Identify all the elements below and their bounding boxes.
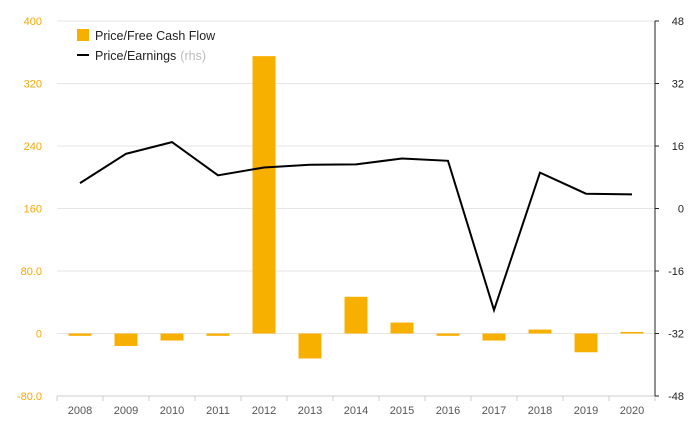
y-left-tick-label: 400: [24, 16, 42, 28]
y-right-tick-label: 32: [672, 79, 684, 91]
line-path: [79, 141, 633, 314]
bar: [160, 333, 184, 341]
bar: [298, 333, 322, 359]
y-left-tick-label: 160: [24, 204, 42, 216]
legend-label-line-group: Price/Earnings (rhs): [95, 49, 206, 63]
x-tick-label: 2010: [160, 405, 184, 417]
x-tick-label: 2016: [436, 405, 460, 417]
y-right-tick-label: 48: [672, 16, 684, 28]
x-tick-label: 2017: [482, 405, 506, 417]
bar: [482, 333, 506, 341]
y-left-tick-label: 0: [36, 329, 42, 341]
legend-swatch-bar: [77, 29, 89, 41]
x-tick-label: 2015: [390, 405, 414, 417]
y-right-tick-label: -48: [668, 391, 684, 403]
gridlines: [57, 20, 655, 334]
legend-label-bar: Price/Free Cash Flow: [95, 29, 216, 43]
y-left-tick-label: 80.0: [21, 266, 42, 278]
x-tick-label: 2011: [206, 405, 230, 417]
x-tick-label: 2018: [528, 405, 552, 417]
bar: [528, 329, 552, 334]
legend: Price/Free Cash Flow Price/Earnings (rhs): [77, 29, 216, 63]
bar: [344, 296, 368, 334]
y-left-tick-label: 240: [24, 141, 42, 153]
y-right-tick-label: 16: [672, 141, 684, 153]
bar: [436, 333, 460, 336]
y-left-tick-label: 320: [24, 79, 42, 91]
bar: [114, 333, 138, 346]
x-tick-label: 2013: [298, 405, 322, 417]
x-tick-label: 2008: [68, 405, 92, 417]
x-tick-label: 2012: [252, 405, 276, 417]
bar: [206, 333, 230, 336]
axes: 2008 2009 2010 2011 2012 2013 2014 2015 2016 2017…: [17, 16, 684, 417]
legend-label-line: Price/Earnings: [95, 49, 176, 63]
bar: [620, 331, 644, 334]
bar: [252, 56, 276, 334]
x-tick-label: 2014: [344, 405, 368, 417]
x-tick-label: 2019: [574, 405, 598, 417]
x-tick-label: 2020: [620, 405, 644, 417]
y-right-tick-label: 0: [678, 204, 684, 216]
bar: [574, 333, 598, 353]
bar: [390, 322, 414, 334]
y-right-tick-label: -32: [668, 329, 684, 341]
x-tick-label: 2009: [114, 405, 138, 417]
line-series: [79, 141, 633, 314]
bar-series: [68, 56, 644, 359]
y-left-tick-label: -80.0: [17, 391, 42, 403]
y-right-tick-label: -16: [668, 266, 684, 278]
bar: [68, 333, 92, 336]
legend-label-note: (rhs): [180, 49, 206, 63]
